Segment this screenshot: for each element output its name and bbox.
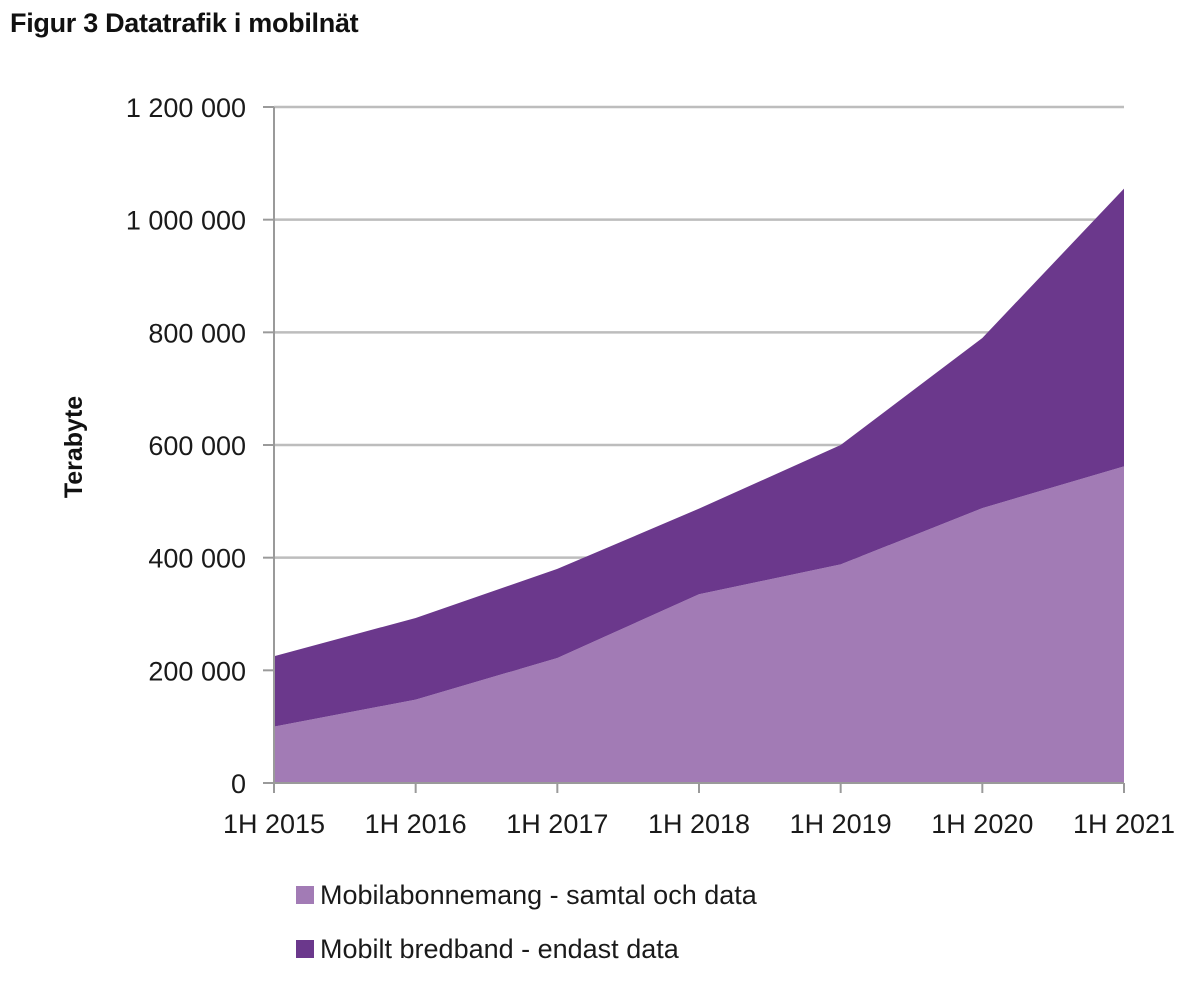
area-chart: 0 200 000 400 000 600 000 800 000 1 000 000 1 …	[60, 93, 1175, 839]
legend-swatch-mobilabonnemang	[296, 886, 314, 904]
x-tick-labels: 1H 2015 1H 2016 1H 2017 1H 2018 1H 2019 1H 20…	[223, 809, 1175, 839]
x-tick-label: 1H 2015	[223, 809, 325, 839]
legend-label-mobilt-bredband: Mobilt bredband - endast data	[320, 933, 679, 964]
y-tick-label: 400 000	[148, 544, 246, 574]
area-series	[274, 188, 1124, 783]
y-axis-title: Terabyte	[60, 396, 88, 498]
legend-label-mobilabonnemang: Mobilabonnemang - samtal och data	[320, 879, 757, 910]
y-tick-label: 800 000	[148, 318, 246, 348]
legend-swatch-mobilt-bredband	[296, 940, 314, 958]
area-series-mobilt-bredband	[274, 188, 1124, 727]
legend-item-mobilt-bredband: Mobilt bredband - endast data	[296, 932, 757, 966]
x-tick-label: 1H 2018	[648, 809, 750, 839]
x-tick-label: 1H 2021	[1073, 809, 1175, 839]
y-tick-label: 0	[231, 769, 246, 799]
x-tick-label: 1H 2019	[790, 809, 892, 839]
y-tick-label: 200 000	[148, 656, 246, 686]
area-series-mobilabonnemang	[274, 466, 1124, 783]
x-tick-label: 1H 2020	[931, 809, 1033, 839]
figure-title: Figur 3 Datatrafik i mobilnät	[10, 8, 359, 38]
x-tick-label: 1H 2016	[365, 809, 467, 839]
axes	[263, 106, 1125, 793]
y-tick-label: 1 200 000	[126, 93, 246, 123]
x-tick-label: 1H 2017	[506, 809, 608, 839]
legend-item-mobilabonnemang: Mobilabonnemang - samtal och data	[296, 878, 757, 912]
y-tick-label: 600 000	[148, 431, 246, 461]
y-tick-labels: 0 200 000 400 000 600 000 800 000 1 000 000 1 …	[126, 93, 246, 799]
legend: Mobilabonnemang - samtal och data Mobilt…	[296, 878, 757, 986]
y-tick-label: 1 000 000	[126, 206, 246, 236]
